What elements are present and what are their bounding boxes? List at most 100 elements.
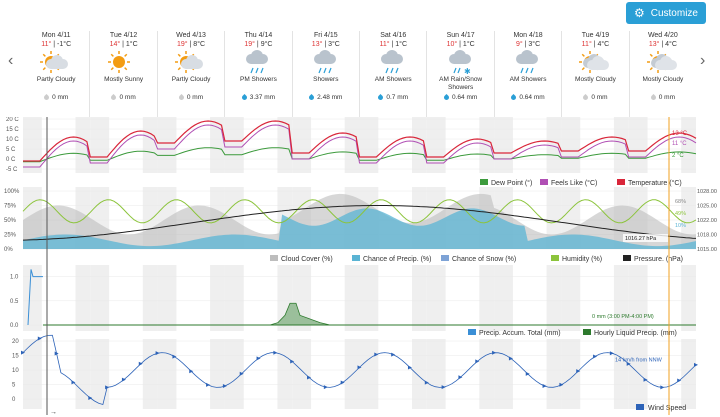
day-precip: 3.37 mm (225, 93, 291, 101)
wind-direction-arrow (492, 350, 497, 355)
y-tick-label: -5 C (6, 167, 18, 173)
day-column[interactable]: Tue 4/19 11° | 4°C Mostly Cloudy 0 mm (561, 31, 628, 117)
night-band (359, 265, 379, 331)
day-low: 1°C (395, 41, 407, 48)
day-date: Tue 4/12 (109, 32, 138, 39)
day-low: 4°C (597, 41, 610, 48)
partly-cloudy-icon (174, 50, 208, 76)
wind-direction-arrow (307, 375, 312, 380)
temperature-line (23, 120, 697, 162)
legend-label: Pressure. (hPa) (634, 256, 683, 263)
day-condition: AM Showers (374, 76, 412, 83)
day-precip: 0 mm (158, 93, 224, 101)
humidity-line (22, 199, 697, 224)
day-temps: 19° | 8°C (176, 41, 206, 48)
day-column[interactable]: Sun 4/17 10° | 1°C ✱ AM Rain/Snow Shower… (426, 31, 493, 117)
wind-direction-arrow (609, 351, 614, 356)
day-column[interactable]: Thu 4/14 19° | 9°C PM Showers 3.37 mm (224, 31, 291, 117)
day-condition: Mostly Sunny (104, 76, 144, 83)
wind-direction-arrow (189, 369, 194, 374)
am-showers-icon (376, 50, 410, 76)
day-precip: 0.7 mm (360, 93, 426, 101)
raindrop-icon (442, 93, 451, 101)
y-tick-label: 0% (4, 247, 13, 253)
night-band (561, 117, 581, 173)
day-low: -1°C (57, 41, 72, 48)
am-showers-icon (511, 50, 545, 76)
day-column[interactable]: Mon 4/18 9° | 3°C AM Showers 0.64 mm (493, 31, 561, 117)
legend-swatch (583, 329, 591, 335)
wind-direction-arrow (542, 384, 547, 389)
night-band (224, 339, 244, 409)
night-band (224, 117, 244, 173)
chevron-right-icon[interactable]: › (700, 52, 706, 69)
wind-direction-arrow (121, 377, 126, 382)
wind-direction-arrow (54, 351, 59, 356)
customize-button[interactable]: ⚙ Customize (625, 2, 706, 24)
pressure-line (22, 205, 697, 241)
night-band (613, 265, 629, 331)
day-high: 9° (515, 41, 523, 48)
wind-direction-arrow (626, 361, 631, 366)
y2-tick-label: 1015.00 (697, 247, 717, 253)
night-band (628, 117, 648, 173)
night-band (142, 117, 158, 173)
day-precip: 0.64 mm (495, 93, 561, 101)
day-column[interactable]: Wed 4/20 13° | 4°C Mostly Cloudy 0 mm (628, 31, 696, 117)
wind-direction-arrow (374, 352, 379, 357)
day-temps: 11° | -1°C (41, 41, 72, 48)
day-column[interactable]: Fri 4/15 13° | 3°C Showers 2.48 mm (291, 31, 359, 117)
night-band (224, 265, 244, 331)
day-temps: 19° | 9°C (244, 41, 273, 48)
wind-direction-arrow (273, 350, 278, 355)
night-band (23, 265, 42, 331)
day-precip-amount: 0 mm (186, 94, 204, 101)
raindrop-icon (649, 93, 657, 101)
wind-direction-arrow (576, 369, 581, 374)
day-column[interactable]: Wed 4/13 19° | 8°C Partly Cloudy 0 mm (156, 31, 224, 117)
night-band (292, 339, 312, 409)
day-column[interactable]: Mon 4/11 11° | -1°C Partly Cloudy 0 mm (23, 31, 89, 117)
raindrop-icon (308, 93, 316, 101)
day-precip-amount: 0.64 mm (451, 94, 478, 101)
night-band (561, 265, 581, 331)
legend-label: Chance of Precip. (%) (363, 256, 431, 263)
day-precip: 0 mm (23, 93, 89, 101)
day-column[interactable]: Tue 4/12 14° | 1°C Mostly Sunny 0 mm (89, 31, 156, 117)
night-band (157, 339, 177, 409)
legend-swatch (617, 179, 625, 185)
day-date: Mon 4/18 (513, 32, 543, 39)
legend-swatch (540, 179, 548, 185)
day-temps: 11° | 4°C (581, 41, 610, 48)
day-precip: 0.64 mm (427, 93, 493, 101)
hourly-precip-area (269, 302, 331, 326)
night-band (90, 265, 110, 331)
day-condition: AM Showers (509, 76, 547, 83)
y-tick-label: 50% (4, 218, 17, 224)
night-band (628, 339, 648, 409)
feels-current-label: 11 °C (672, 141, 687, 147)
chevron-left-icon[interactable]: ‹ (8, 52, 14, 69)
wind-direction-arrow (441, 385, 446, 390)
y-tick-label: 15 C (6, 127, 19, 133)
raindrop-icon (110, 93, 118, 101)
wind-direction-arrow (407, 365, 412, 370)
partly-cloudy-icon (39, 50, 73, 76)
wind-direction-arrow (660, 385, 665, 390)
night-band (210, 265, 225, 331)
day-date: Tue 4/19 (581, 32, 610, 39)
raindrop-icon (177, 93, 185, 101)
wind-direction-arrow (643, 377, 648, 382)
y-tick-label: 15 (12, 354, 19, 360)
day-temps: 11° | 1°C (379, 41, 407, 48)
day-temps: 9° | 3°C (515, 41, 541, 48)
y-tick-label: 10 (12, 368, 19, 374)
precip-current-label: 10% (675, 223, 686, 229)
day-temps: 13° | 4°C (648, 41, 677, 48)
y2-tick-label: 1022.00 (697, 218, 717, 224)
day-precip: 0 mm (562, 93, 628, 101)
day-date: Wed 4/13 (176, 32, 206, 39)
y2-tick-label: 1018.00 (697, 233, 717, 239)
day-column[interactable]: Sat 4/16 11° | 1°C AM Showers 0.7 mm (359, 31, 426, 117)
day-condition: Mostly Cloudy (575, 76, 616, 83)
